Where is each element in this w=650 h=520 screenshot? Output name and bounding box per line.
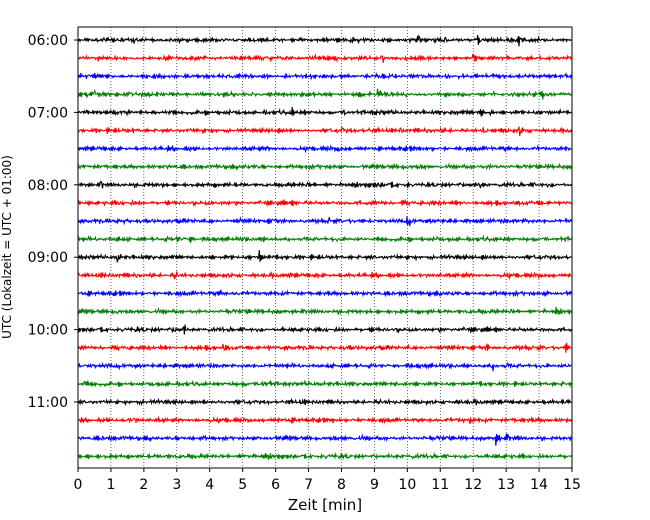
seismogram-trace <box>77 34 572 47</box>
x-tick-label: 4 <box>205 477 214 493</box>
x-tick-label: 11 <box>431 477 449 493</box>
x-tick-label: 9 <box>370 477 379 493</box>
x-tick-label: 8 <box>337 477 346 493</box>
seismogram-trace <box>77 53 573 63</box>
seismogram-trace <box>77 71 573 81</box>
x-tick-label: 5 <box>238 477 247 493</box>
y-tick-label: 10:00 <box>28 323 68 339</box>
seismogram-trace <box>77 452 572 461</box>
x-tick-label: 7 <box>304 477 313 493</box>
x-axis-label: Zeit [min] <box>288 496 362 514</box>
y-axis-ticks: 06:00 07:00 08:00 09:00 10:00 11:00 <box>28 33 78 411</box>
seismogram-trace <box>77 433 573 446</box>
x-axis-ticks: 0 1 2 3 4 5 6 7 8 9 10 11 12 13 14 15 <box>74 468 581 493</box>
x-tick-label: 13 <box>497 477 515 493</box>
seismogram-trace <box>77 180 572 189</box>
seismogram-trace <box>77 289 572 298</box>
x-tick-label: 0 <box>74 477 83 493</box>
y-tick-label: 06:00 <box>28 33 68 49</box>
plot-frame <box>77 26 573 469</box>
y-tick-label: 07:00 <box>28 105 68 121</box>
seismogram-traces <box>77 34 573 461</box>
seismogram-trace <box>77 144 572 154</box>
x-tick-label: 12 <box>464 477 482 493</box>
y-tick-label: 09:00 <box>28 250 68 266</box>
seismogram-trace <box>77 397 572 407</box>
y-tick-label: 11:00 <box>28 395 68 411</box>
x-tick-label: 6 <box>271 477 280 493</box>
seismogram-trace <box>77 126 573 137</box>
seismogram-trace <box>77 361 572 372</box>
seismogram-trace <box>77 324 572 335</box>
seismogram-trace <box>77 162 573 171</box>
x-tick-label: 14 <box>530 477 548 493</box>
seismogram-trace <box>77 106 572 117</box>
seismogram-trace <box>77 198 572 208</box>
x-tick-label: 2 <box>139 477 148 493</box>
seismogram-trace <box>77 88 572 100</box>
seismogram-trace <box>77 306 572 316</box>
y-tick-label: 08:00 <box>28 178 68 194</box>
seismogram-trace <box>77 342 572 353</box>
x-tick-label: 10 <box>398 477 416 493</box>
y-axis-label: UTC (Lokalzeit = UTC + 01:00) <box>0 155 14 339</box>
x-tick-label: 3 <box>172 477 181 493</box>
seismogram-trace <box>77 216 573 227</box>
seismogram-trace <box>77 250 572 264</box>
seismogram-trace <box>77 234 572 244</box>
x-tick-label: 15 <box>563 477 581 493</box>
seismogram-trace <box>77 415 573 425</box>
seismogram-trace <box>77 379 572 388</box>
x-tick-label: 1 <box>106 477 115 493</box>
seismogram-trace <box>77 270 572 281</box>
